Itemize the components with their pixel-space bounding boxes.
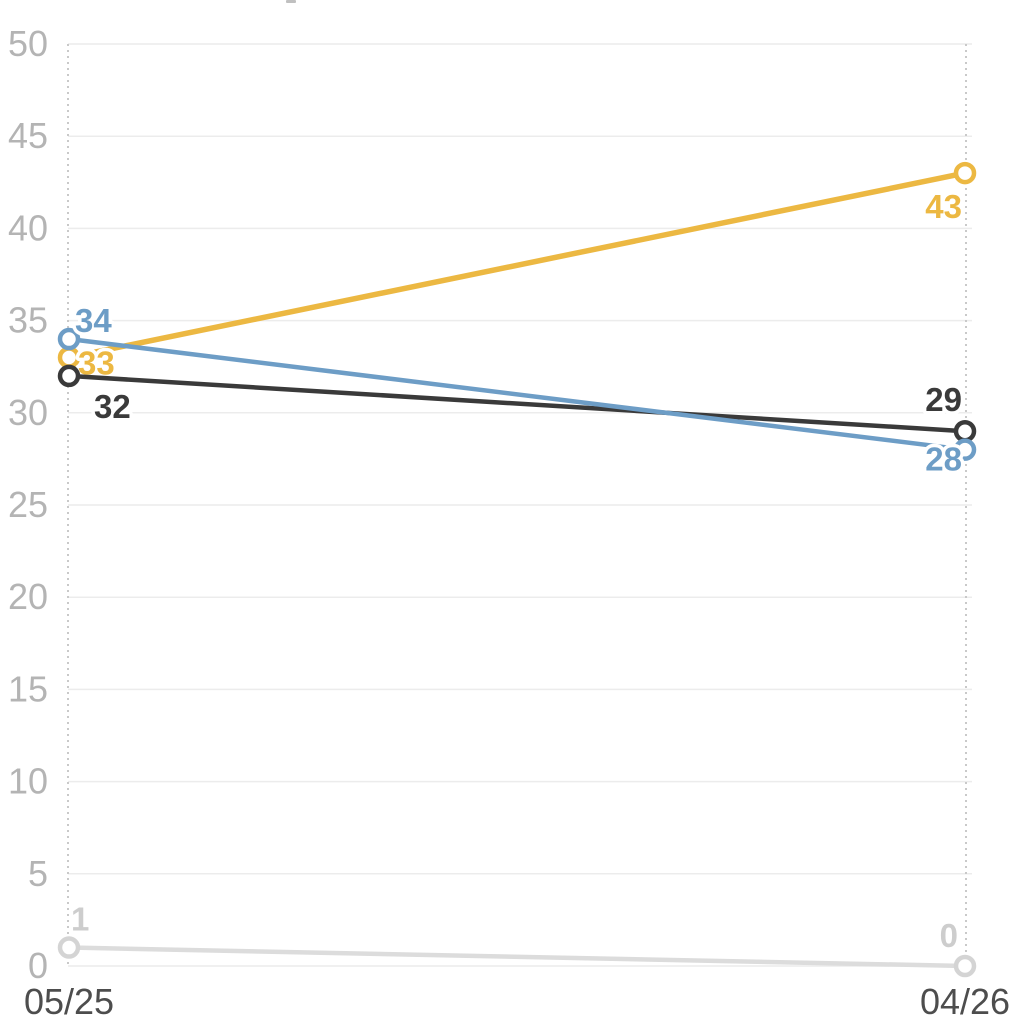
series-line-blue: [66, 336, 968, 452]
x-axis-tick-label: 04/26: [920, 981, 1010, 1022]
data-point-marker: [57, 936, 81, 959]
y-axis-tick-label: 10: [8, 761, 48, 802]
y-axis-tick-label: 35: [8, 300, 48, 341]
x-axis-labels: 05/25 04/26: [24, 981, 1010, 1022]
data-point-marker: [953, 438, 977, 461]
series-line-black: [66, 373, 968, 434]
data-point-marker: [953, 419, 977, 443]
data-point-label: 34: [75, 302, 112, 339]
series-line-gray-baseline: [66, 945, 968, 969]
y-axis-tick-label: 50: [8, 23, 48, 64]
data-point-marker: [57, 327, 81, 351]
data-point-label: 1: [71, 901, 89, 938]
data-point-label: 43: [925, 188, 962, 225]
data-point-marker: [57, 346, 81, 369]
cropped-text-fragment: [286, 0, 296, 3]
y-axis-tick-label: 25: [8, 484, 48, 525]
gridlines: [68, 43, 972, 967]
y-axis-tick-label: 5: [28, 853, 48, 894]
data-point-label: 0: [940, 917, 958, 954]
y-axis-tick-label: 40: [8, 207, 48, 248]
series-black: 32 29: [57, 364, 977, 443]
y-axis-tick-label: 20: [8, 576, 48, 617]
data-point-marker: [953, 954, 977, 978]
data-point-label: 32: [94, 388, 131, 425]
series-blue: 34 28: [57, 299, 977, 481]
y-axis-tick-label: 30: [8, 392, 48, 433]
y-axis-tick-label: 45: [8, 115, 48, 156]
y-axis-tick-label: 15: [8, 668, 48, 709]
data-point-marker: [953, 161, 977, 185]
data-point-marker: [57, 364, 81, 388]
y-axis-tick-label: 0: [28, 945, 48, 986]
x-axis-tick-label: 05/25: [24, 981, 114, 1022]
data-point-label: 28: [925, 441, 962, 478]
x-guide-lines: [67, 44, 967, 966]
data-point-label: 29: [925, 381, 962, 418]
y-axis-labels: 0 5 10 15 20 25 30 35 40 45 50: [8, 23, 48, 986]
series-line-yellow: [66, 170, 968, 361]
